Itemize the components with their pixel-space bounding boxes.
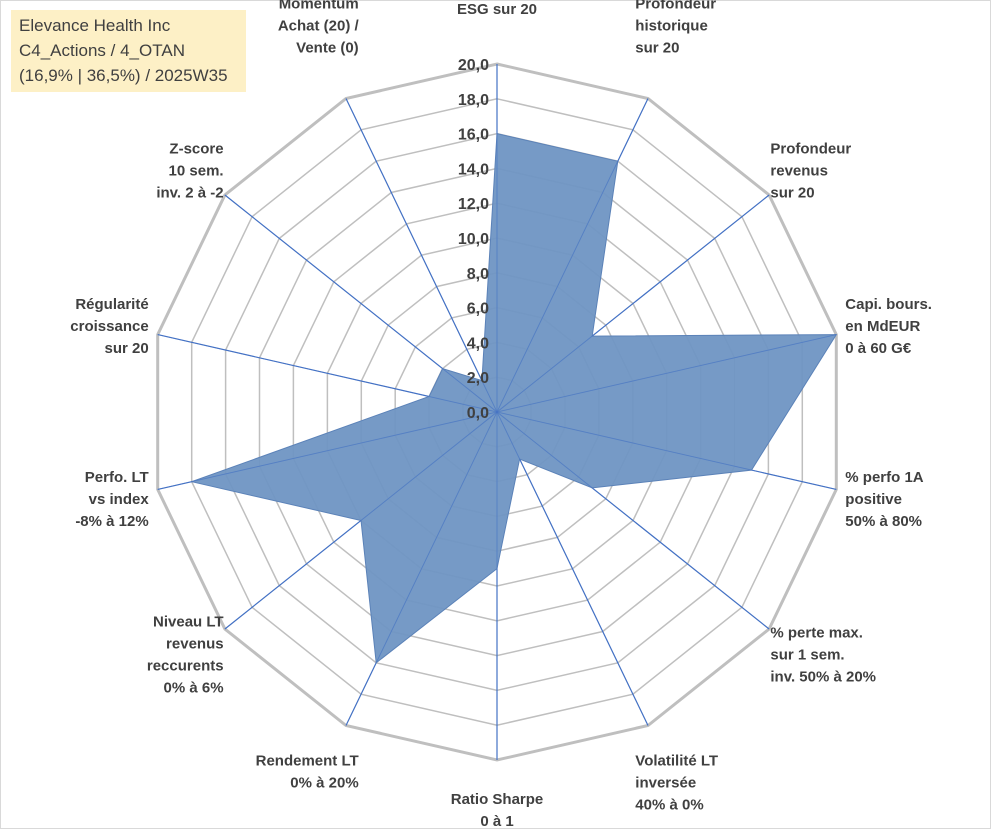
tick-label: 0,0	[467, 405, 489, 422]
axis-label-line: sur 1 sem.	[770, 646, 844, 663]
axis-label-line: 0% à 6%	[164, 679, 224, 696]
axis-label-line: 0 à 60 G€	[845, 340, 912, 357]
axis-label-12: Z-score 10 sem. inv. 2 à -2	[156, 141, 223, 202]
axis-label-line: 0 à 1	[480, 813, 513, 829]
axis-spoke-overlay-5	[496, 411, 770, 630]
axis-label-3: Capi. bours. en MdEUR 0 à 60 G€	[845, 296, 932, 357]
tick-label: 4,0	[467, 335, 489, 352]
axis-label-line: Momentum	[279, 0, 359, 12]
axis-spoke-overlay-3	[496, 334, 837, 413]
axis-spoke-overlay-1	[496, 98, 649, 413]
radar-tick-labels: 0,0 2,0 4,0 6,0 8,0 10,0 12,0 14,0 16,0 18,0 20,0	[458, 57, 489, 422]
radar-axis-labels: NoteESG sur 20 Profondeur historique sur 20…	[70, 0, 932, 829]
axis-spoke-overlay-11	[157, 334, 498, 413]
axis-spoke-overlay-10	[157, 411, 498, 490]
axis-label-8: Rendement LT 0% à 20%	[256, 753, 359, 792]
axis-label-line: Capi. bours.	[845, 296, 932, 313]
axis-label-line: inv. 50% à 20%	[770, 668, 876, 685]
axis-label-line: sur 20	[104, 340, 148, 357]
axis-label-line: ESG sur 20	[457, 1, 537, 18]
axis-label-line: Profondeur	[770, 141, 851, 158]
axis-label-13: Momentum Achat (20) / Vente (0)	[278, 0, 360, 56]
axis-label-line: Z-score	[169, 141, 223, 158]
tick-label: 18,0	[458, 92, 489, 109]
axis-label-line: 50% à 80%	[845, 513, 922, 530]
axis-label-line: sur 20	[770, 185, 814, 202]
axis-spoke-overlay-12	[224, 194, 498, 413]
axis-spoke-overlay-13	[345, 98, 498, 413]
axis-label-line: Ratio Sharpe	[451, 791, 544, 808]
axis-label-line: historique	[635, 17, 708, 34]
tick-label: 6,0	[467, 301, 489, 318]
axis-spoke-overlay-9	[224, 411, 498, 630]
axis-label-line: Rendement LT	[256, 753, 359, 770]
axis-label-2: Profondeur revenus sur 20	[770, 141, 851, 202]
axis-label-line: Niveau LT	[153, 613, 224, 630]
axis-spoke-overlay-2	[496, 194, 770, 413]
tick-label: 8,0	[467, 266, 489, 283]
axis-label-line: Vente (0)	[296, 39, 359, 56]
tick-label: 10,0	[458, 231, 489, 248]
axis-spoke-overlay-8	[345, 411, 498, 726]
title-stats: (16,9% | 36,5%) / 2025W35	[19, 66, 228, 85]
axis-label-line: Perfo. LT	[85, 469, 149, 486]
axis-label-1: Profondeur historique sur 20	[635, 0, 716, 56]
axis-label-line: revenus	[166, 635, 224, 652]
tick-label: 12,0	[458, 196, 489, 213]
tick-label: 20,0	[458, 57, 489, 74]
axis-label-line: Régularité	[75, 296, 148, 313]
axis-label-line: en MdEUR	[845, 318, 920, 335]
axis-label-line: Profondeur	[635, 0, 716, 12]
axis-label-6: Volatilité LT inversée 40% à 0%	[635, 753, 718, 814]
axis-label-line: positive	[845, 491, 902, 508]
axis-label-line: -8% à 12%	[75, 513, 148, 530]
axis-label-line: 10 sem.	[169, 163, 224, 180]
axis-label-line: Achat (20) /	[278, 17, 360, 34]
axis-label-11: Régularité croissance sur 20	[70, 296, 148, 357]
axis-label-line: vs index	[89, 491, 150, 508]
axis-label-line: sur 20	[635, 39, 679, 56]
tick-label: 16,0	[458, 127, 489, 144]
axis-label-line: % perte max.	[770, 624, 863, 641]
title-category: C4_Actions / 4_OTAN	[19, 41, 185, 60]
axis-spoke-overlay-6	[496, 411, 649, 726]
axis-label-line: revenus	[770, 163, 828, 180]
axis-label-line: 0% à 20%	[290, 775, 358, 792]
axis-spoke-overlay-4	[496, 411, 837, 490]
axis-label-line: % perfo 1A	[845, 469, 924, 486]
axis-label-4: % perfo 1A positive 50% à 80%	[845, 469, 924, 530]
axis-label-line: Volatilité LT	[635, 753, 718, 770]
tick-label: 14,0	[458, 161, 489, 178]
axis-label-10: Perfo. LT vs index -8% à 12%	[75, 469, 149, 530]
axis-label-line: croissance	[70, 318, 148, 335]
chart-title-box: Elevance Health Inc C4_Actions / 4_OTAN …	[11, 10, 246, 92]
axis-label-7: Ratio Sharpe 0 à 1	[451, 791, 544, 829]
title-company: Elevance Health Inc	[19, 16, 171, 35]
axis-label-line: inversée	[635, 775, 696, 792]
axis-label-5: % perte max. sur 1 sem. inv. 50% à 20%	[770, 624, 876, 685]
axis-label-line: inv. 2 à -2	[156, 185, 223, 202]
axis-label-0: NoteESG sur 20	[457, 0, 537, 18]
axis-label-line: reccurents	[147, 657, 224, 674]
axis-label-9: Niveau LT revenus reccurents 0% à 6%	[147, 613, 224, 696]
axis-label-line: 40% à 0%	[635, 797, 703, 814]
radar-series	[157, 64, 838, 760]
tick-label: 2,0	[467, 370, 489, 387]
